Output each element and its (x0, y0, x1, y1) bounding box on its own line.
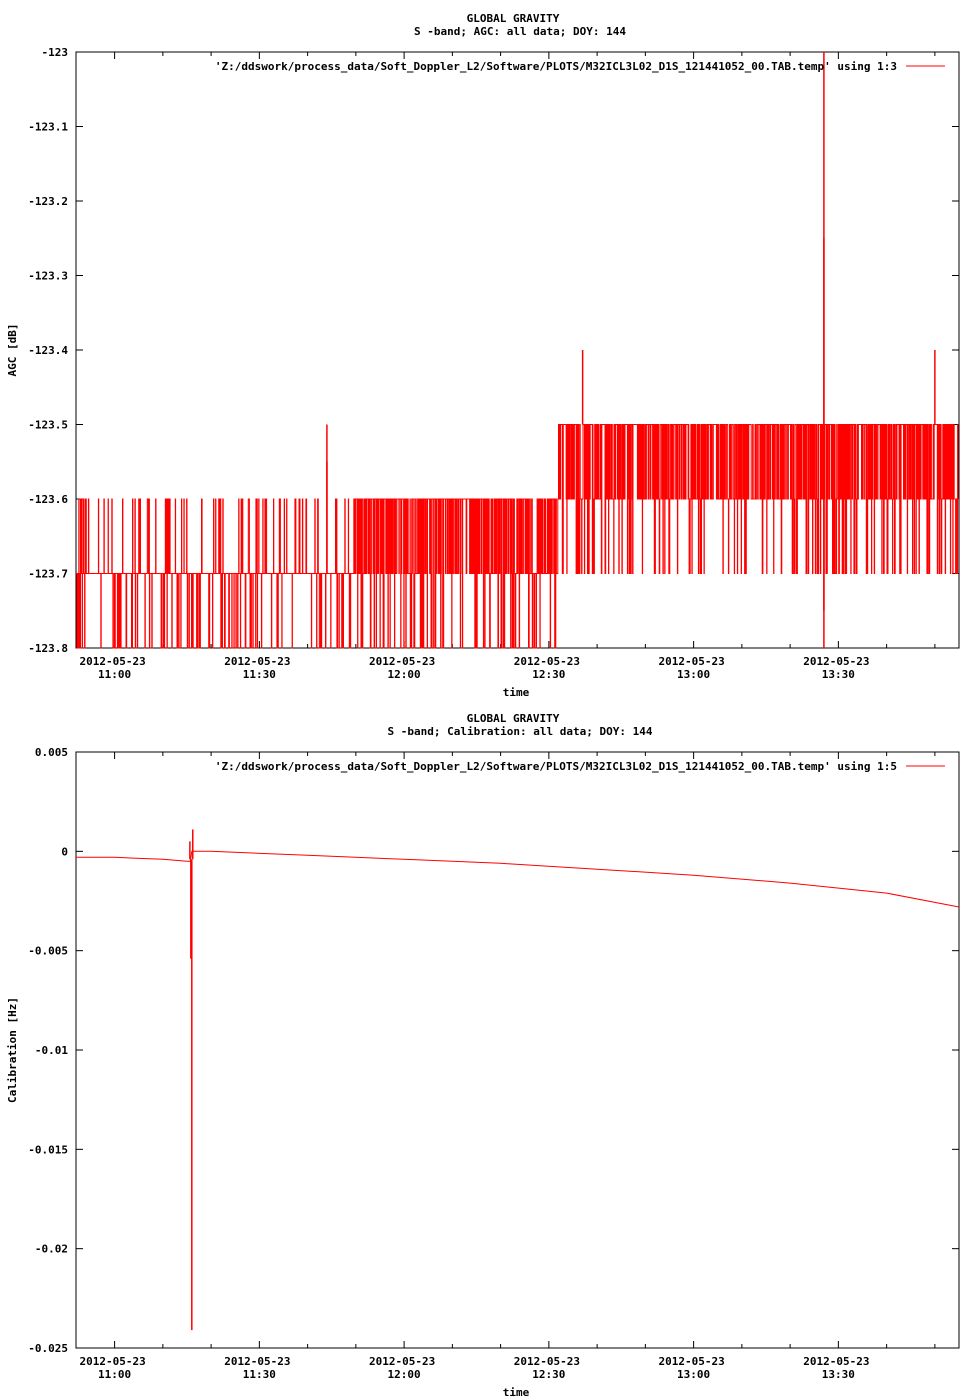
chart-title: GLOBAL GRAVITY (467, 712, 560, 725)
y-tick-label: -123.5 (28, 419, 68, 432)
x-ticks: 2012-05-2311:002012-05-2311:302012-05-23… (79, 752, 936, 1381)
x-tick-time: 12:00 (388, 668, 421, 681)
x-tick-time: 12:30 (532, 668, 565, 681)
y-tick-label: -0.02 (35, 1243, 68, 1256)
x-tick-date: 2012-05-23 (224, 655, 290, 668)
y-ticks: 0.005 0 -0.005 -0.01 -0.015 -0.02 -0.025 (28, 746, 959, 1355)
y-tick-label: 0 (61, 845, 68, 858)
x-tick-time: 11:00 (98, 668, 131, 681)
agc-chart: GLOBAL GRAVITY S -band; AGC: all data; D… (6, 12, 960, 699)
data-series (76, 829, 960, 1331)
x-tick-date: 2012-05-23 (514, 655, 580, 668)
calibration-series-line (76, 850, 960, 908)
x-tick-time: 11:30 (243, 668, 276, 681)
y-tick-label: -123.7 (28, 568, 68, 581)
x-tick-date: 2012-05-23 (514, 1355, 580, 1368)
chart-subtitle: S -band; AGC: all data; DOY: 144 (414, 25, 626, 38)
y-axis-label: Calibration [Hz] (6, 997, 19, 1103)
plot-frame (75, 751, 960, 1349)
legend: 'Z:/ddswork/process_data/Soft_Doppler_L2… (215, 760, 945, 773)
x-tick-time: 13:30 (822, 1368, 855, 1381)
x-tick-date: 2012-05-23 (659, 1355, 725, 1368)
x-tick-time: 12:30 (532, 1368, 565, 1381)
x-axis-label: time (503, 1386, 530, 1399)
agc-series-line (76, 424, 959, 649)
x-tick-date: 2012-05-23 (224, 1355, 290, 1368)
x-tick-time: 11:30 (243, 1368, 276, 1381)
legend-label: 'Z:/ddswork/process_data/Soft_Doppler_L2… (215, 760, 897, 773)
y-tick-label: -123.1 (28, 121, 68, 134)
chart-title: GLOBAL GRAVITY (467, 12, 560, 25)
y-tick-label: -0.005 (28, 945, 68, 958)
y-tick-label: 0.005 (35, 746, 68, 759)
x-tick-time: 11:00 (98, 1368, 131, 1381)
y-tick-label: -123.2 (28, 195, 68, 208)
data-series (76, 52, 959, 649)
y-axis-label: AGC [dB] (6, 324, 19, 377)
y-tick-label: -123 (42, 46, 69, 59)
x-tick-date: 2012-05-23 (659, 655, 725, 668)
y-tick-label: -0.01 (35, 1044, 68, 1057)
x-tick-date: 2012-05-23 (803, 655, 869, 668)
chart-subtitle: S -band; Calibration: all data; DOY: 144 (388, 725, 653, 738)
legend: 'Z:/ddswork/process_data/Soft_Doppler_L2… (215, 60, 945, 73)
legend-label: 'Z:/ddswork/process_data/Soft_Doppler_L2… (215, 60, 897, 73)
x-tick-date: 2012-05-23 (79, 1355, 145, 1368)
y-tick-label: -123.4 (28, 344, 68, 357)
x-tick-date: 2012-05-23 (803, 1355, 869, 1368)
y-tick-label: -123.6 (28, 493, 68, 506)
x-tick-date: 2012-05-23 (79, 655, 145, 668)
x-tick-time: 12:00 (388, 1368, 421, 1381)
x-tick-date: 2012-05-23 (369, 655, 435, 668)
x-tick-time: 13:00 (677, 668, 710, 681)
x-axis-label: time (503, 686, 530, 699)
x-tick-time: 13:30 (822, 668, 855, 681)
x-tick-date: 2012-05-23 (369, 1355, 435, 1368)
x-ticks: 2012-05-2311:002012-05-2311:302012-05-23… (79, 52, 936, 681)
x-tick-time: 13:00 (677, 1368, 710, 1381)
y-tick-label: -123.8 (28, 642, 68, 655)
y-tick-label: -123.3 (28, 270, 68, 283)
calibration-chart: GLOBAL GRAVITY S -band; Calibration: all… (6, 712, 960, 1399)
y-tick-label: -0.015 (28, 1143, 68, 1156)
y-ticks: -123 -123.1 -123.2 -123.3 -123.4 -123.5 -123.6… (28, 46, 959, 655)
y-tick-label: -0.025 (28, 1342, 68, 1355)
